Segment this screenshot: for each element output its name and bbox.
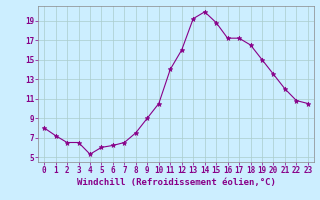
X-axis label: Windchill (Refroidissement éolien,°C): Windchill (Refroidissement éolien,°C) [76, 178, 276, 187]
